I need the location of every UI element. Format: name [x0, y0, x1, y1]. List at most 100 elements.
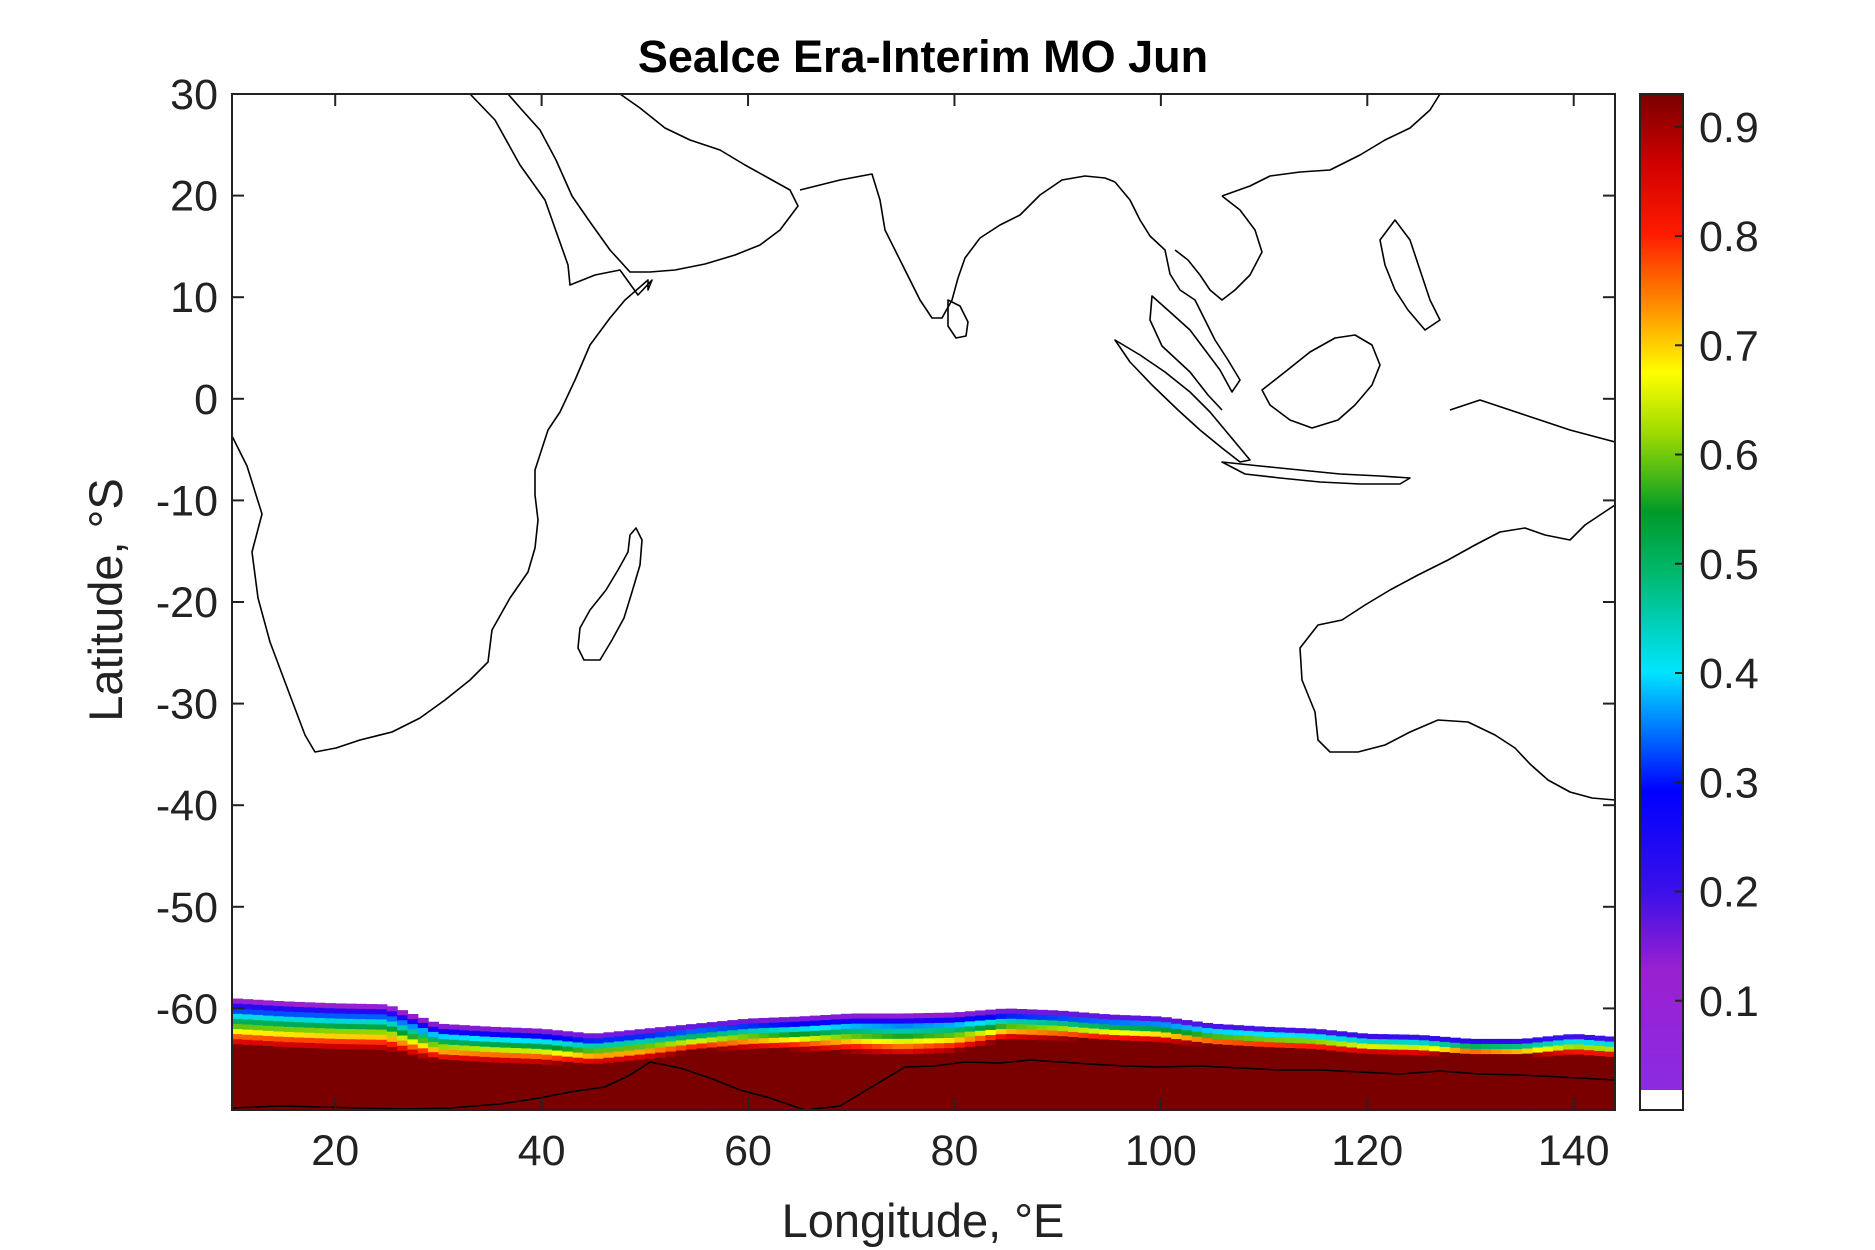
ice-cell	[283, 1026, 295, 1033]
ice-cell	[582, 1099, 594, 1106]
ice-cell	[1037, 1035, 1048, 1041]
ice-cell	[1129, 1035, 1141, 1042]
ice-cell	[1346, 1032, 1358, 1038]
ice-cell	[737, 1090, 749, 1096]
ice-cell	[975, 1091, 987, 1098]
ice-cell	[1129, 1045, 1141, 1052]
ice-cell	[417, 1078, 429, 1085]
ice-cell	[1367, 1059, 1379, 1065]
ice-cell	[1563, 1054, 1575, 1061]
ice-cell	[1367, 1094, 1379, 1101]
ice-cell	[1573, 1034, 1585, 1040]
ice-cell	[1119, 1081, 1131, 1087]
ice-cell	[366, 1059, 378, 1066]
ice-cell	[830, 1024, 842, 1031]
ice-cell	[1119, 1086, 1131, 1092]
ice-cell	[613, 1071, 625, 1078]
ice-cell	[1264, 1026, 1276, 1033]
ice-cell	[1305, 1074, 1317, 1080]
ice-cell	[1470, 1059, 1482, 1065]
ice-cell	[1542, 1056, 1554, 1063]
ice-cell	[1532, 1042, 1544, 1049]
ice-cell	[913, 1028, 925, 1035]
ice-cell	[634, 1039, 646, 1046]
ice-cell	[675, 1025, 687, 1031]
ice-cell	[1212, 1089, 1224, 1096]
ice-cell	[500, 1093, 512, 1100]
ice-cell	[1160, 1062, 1172, 1069]
ice-cell	[1501, 1079, 1513, 1086]
ice-cell	[242, 1065, 254, 1071]
ice-cell	[1006, 1008, 1017, 1015]
coastline-new-guinea	[1449, 399, 1615, 443]
ice-cell	[1542, 1107, 1554, 1110]
ice-cell	[1594, 1081, 1606, 1088]
ice-cell	[1387, 1100, 1399, 1107]
ice-cell	[779, 1032, 790, 1039]
ice-cell	[1439, 1092, 1451, 1099]
ice-cell	[840, 1105, 852, 1110]
ice-cell	[1088, 1094, 1100, 1101]
ice-cell	[789, 1077, 801, 1084]
ice-cell	[1119, 1035, 1131, 1042]
ice-cell	[964, 1041, 976, 1048]
ice-cell	[1367, 1099, 1379, 1106]
ice-cell	[376, 1080, 388, 1087]
ice-cell	[355, 1019, 367, 1025]
ice-cell	[1140, 1087, 1152, 1093]
ice-cell	[1604, 1056, 1615, 1063]
ice-cell	[1212, 1084, 1224, 1091]
ice-cell	[1542, 1102, 1554, 1109]
ice-cell	[655, 1047, 667, 1054]
ice-cell	[779, 1022, 790, 1028]
ice-cell	[809, 1101, 821, 1108]
ice-cell	[355, 1100, 367, 1107]
ice-cell	[1553, 1050, 1564, 1057]
ice-cell	[459, 1091, 470, 1097]
ice-cell	[789, 1087, 801, 1094]
ice-cell	[892, 1013, 904, 1020]
ice-cell	[520, 1094, 532, 1100]
ice-cell	[262, 1071, 274, 1078]
ice-cell	[964, 1092, 976, 1099]
ice-cell	[923, 1053, 935, 1060]
ice-cell	[779, 1098, 790, 1105]
ice-cell	[252, 1070, 264, 1077]
ice-cell	[1037, 1025, 1048, 1031]
ice-cell	[1604, 1102, 1615, 1109]
ice-cell	[1563, 1059, 1575, 1066]
ice-cell	[1594, 1106, 1606, 1110]
ice-cell	[789, 1057, 801, 1064]
ice-cell	[1191, 1051, 1203, 1058]
ice-cell	[809, 1086, 821, 1093]
ice-cell	[428, 1087, 440, 1094]
ice-cell	[820, 1035, 832, 1042]
ice-cell	[1129, 1086, 1141, 1093]
ice-cell	[809, 1051, 821, 1057]
ice-cell	[1480, 1094, 1492, 1101]
ice-cell	[799, 1036, 811, 1043]
ice-cell	[1284, 1088, 1296, 1095]
ice-cell	[902, 1084, 914, 1091]
ice-cell	[748, 1089, 759, 1096]
ice-cell	[355, 1049, 367, 1056]
ice-cell	[1191, 1036, 1203, 1043]
ice-cell	[779, 1042, 790, 1049]
ice-cell	[541, 1105, 553, 1110]
ice-cell	[1119, 1025, 1131, 1031]
ice-cell	[882, 1064, 894, 1070]
ice-cell	[314, 1099, 326, 1105]
ice-cell	[809, 1071, 821, 1078]
ice-cell	[1171, 1018, 1183, 1025]
colorbar-tick-label: 0.1	[1699, 978, 1759, 1026]
ice-cell	[520, 1083, 532, 1090]
ice-cell	[304, 1027, 316, 1034]
ice-cell	[861, 1049, 873, 1055]
ice-cell	[1098, 1105, 1110, 1110]
ice-cell	[696, 1058, 708, 1065]
ice-cell	[345, 1069, 357, 1076]
ice-cell	[582, 1068, 594, 1075]
ice-cell	[1377, 1100, 1389, 1106]
ice-cell	[923, 1038, 935, 1045]
ice-cell	[655, 1088, 667, 1094]
